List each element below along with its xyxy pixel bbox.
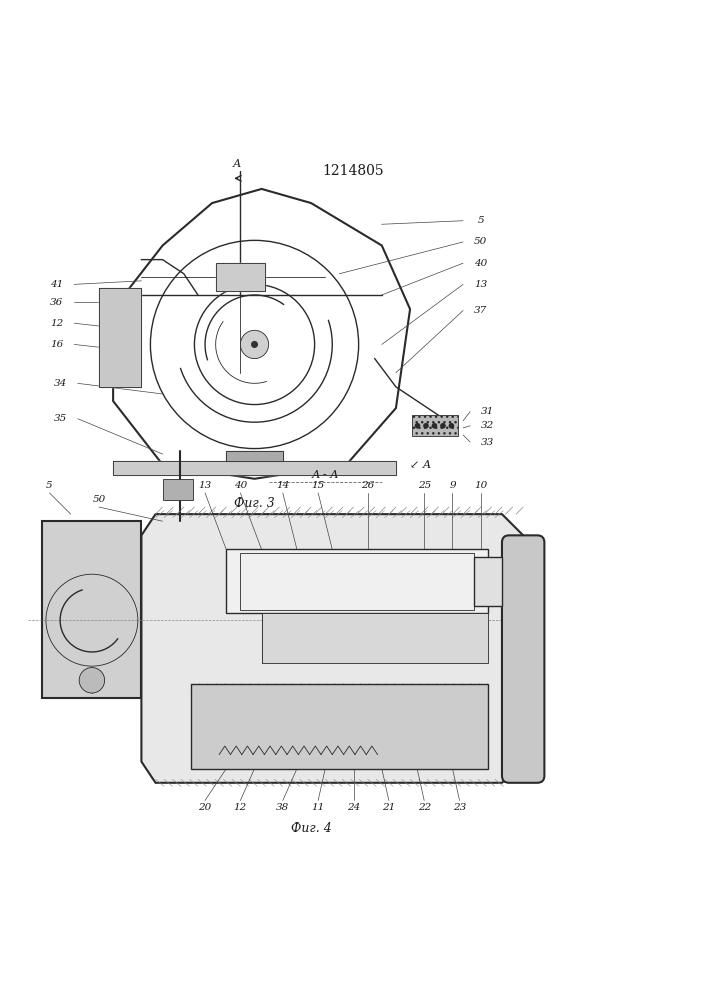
Text: 34: 34 [54, 379, 66, 388]
Polygon shape [141, 514, 523, 783]
Text: 21: 21 [382, 803, 395, 812]
Text: 26: 26 [361, 481, 374, 490]
Polygon shape [42, 521, 141, 698]
Text: А: А [233, 159, 241, 169]
Circle shape [240, 330, 269, 359]
Polygon shape [474, 557, 502, 606]
FancyBboxPatch shape [502, 535, 544, 783]
Text: 40: 40 [234, 481, 247, 490]
Polygon shape [99, 288, 141, 387]
Text: 22: 22 [418, 803, 431, 812]
Text: 5: 5 [46, 481, 53, 490]
Text: 33: 33 [481, 438, 494, 447]
Text: 5: 5 [477, 216, 484, 225]
Text: 31: 31 [481, 407, 494, 416]
Text: 40: 40 [474, 259, 487, 268]
Text: 14: 14 [276, 481, 289, 490]
Text: 36: 36 [50, 298, 63, 307]
Polygon shape [262, 613, 488, 663]
Text: А - А: А - А [312, 470, 339, 480]
Circle shape [449, 423, 455, 429]
Text: 24: 24 [347, 803, 360, 812]
Polygon shape [113, 461, 396, 475]
Polygon shape [226, 451, 283, 461]
Text: Фиг. 4: Фиг. 4 [291, 822, 332, 835]
Polygon shape [226, 549, 488, 613]
Text: 38: 38 [276, 803, 289, 812]
Circle shape [431, 423, 437, 429]
Text: 25: 25 [418, 481, 431, 490]
Text: 12: 12 [234, 803, 247, 812]
Polygon shape [216, 263, 265, 291]
Text: 13: 13 [199, 481, 211, 490]
Circle shape [423, 423, 428, 429]
Polygon shape [191, 684, 488, 769]
Circle shape [414, 423, 420, 429]
Text: 35: 35 [54, 414, 66, 423]
Text: ↙ А: ↙ А [410, 460, 431, 470]
Polygon shape [411, 415, 458, 436]
Text: 37: 37 [474, 306, 487, 315]
Text: 32: 32 [481, 421, 494, 430]
Text: 20: 20 [199, 803, 211, 812]
Text: 50: 50 [93, 495, 105, 504]
Circle shape [79, 668, 105, 693]
Text: 11: 11 [312, 803, 325, 812]
Text: 12: 12 [50, 319, 63, 328]
Polygon shape [163, 479, 193, 500]
Circle shape [440, 423, 446, 429]
Text: 1214805: 1214805 [322, 164, 385, 178]
Text: 41: 41 [50, 280, 63, 289]
Text: 10: 10 [474, 481, 487, 490]
Text: 9: 9 [449, 481, 456, 490]
Text: 50: 50 [474, 237, 487, 246]
Text: 13: 13 [474, 280, 487, 289]
Text: 23: 23 [453, 803, 466, 812]
Text: Фиг. 3: Фиг. 3 [234, 497, 275, 510]
Text: 15: 15 [312, 481, 325, 490]
Text: 16: 16 [50, 340, 63, 349]
Circle shape [251, 341, 258, 348]
